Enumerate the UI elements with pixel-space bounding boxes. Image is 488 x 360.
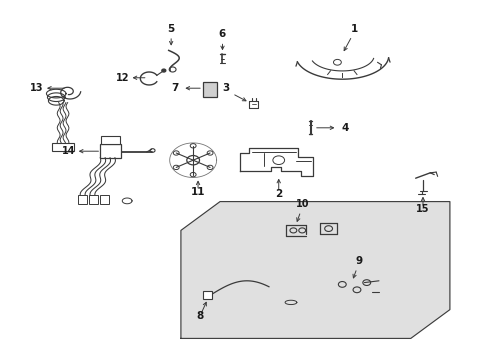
Text: 8: 8 [196,311,203,321]
Text: 15: 15 [415,204,429,215]
Bar [89,195,98,204]
Text: 5: 5 [167,24,174,34]
Text: 9: 9 [355,256,362,266]
Text: 13: 13 [30,83,43,93]
Text: 1: 1 [350,24,357,34]
Polygon shape [181,202,449,338]
Text: 7: 7 [170,83,178,93]
Bar [101,136,120,144]
Bar [100,195,108,204]
Text: 10: 10 [295,199,308,209]
Text: 11: 11 [190,187,205,197]
Text: 4: 4 [340,123,348,133]
Text: 3: 3 [222,83,229,93]
Text: 14: 14 [61,146,75,156]
Bar [203,291,211,299]
Text: 6: 6 [219,29,225,39]
Bar [100,144,121,158]
Bar [78,195,87,204]
Text: 12: 12 [115,73,129,83]
Bar [203,82,216,97]
Bar [52,143,74,151]
Text: 2: 2 [275,189,282,199]
Circle shape [162,69,165,72]
